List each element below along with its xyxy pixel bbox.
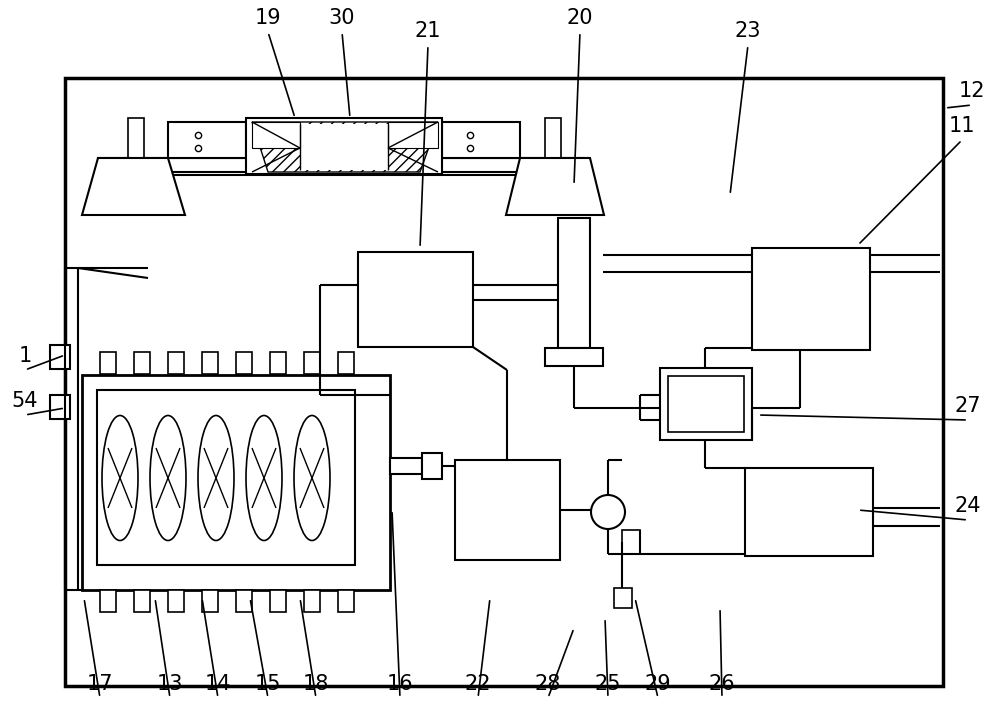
Text: 30: 30 xyxy=(329,8,355,28)
Polygon shape xyxy=(82,158,185,215)
Bar xyxy=(558,218,590,348)
Bar xyxy=(545,348,603,366)
Bar xyxy=(202,590,218,612)
Bar xyxy=(128,118,144,158)
Bar xyxy=(168,122,246,158)
Text: 21: 21 xyxy=(415,21,441,41)
Bar xyxy=(202,352,218,374)
Ellipse shape xyxy=(246,415,282,541)
Bar xyxy=(390,458,422,474)
Bar xyxy=(168,590,184,612)
Bar xyxy=(65,78,943,686)
Ellipse shape xyxy=(294,415,330,541)
Bar xyxy=(304,590,320,612)
Text: 12: 12 xyxy=(959,81,985,101)
Bar xyxy=(660,368,752,440)
Bar xyxy=(622,530,640,554)
Ellipse shape xyxy=(102,415,138,541)
Bar xyxy=(668,376,744,432)
Bar xyxy=(614,588,632,608)
Bar xyxy=(236,352,252,374)
Bar xyxy=(358,252,473,347)
Bar xyxy=(50,395,70,419)
Bar xyxy=(134,590,150,612)
Text: 25: 25 xyxy=(595,674,621,694)
Bar xyxy=(82,375,390,590)
Bar xyxy=(97,390,355,565)
Circle shape xyxy=(591,495,625,529)
Ellipse shape xyxy=(198,415,234,541)
Bar xyxy=(422,453,442,479)
Bar xyxy=(98,158,588,172)
Text: 23: 23 xyxy=(735,21,761,41)
Bar xyxy=(236,590,252,612)
Text: 13: 13 xyxy=(157,674,183,694)
Bar xyxy=(752,248,870,350)
Bar xyxy=(455,460,560,560)
Text: 20: 20 xyxy=(567,8,593,28)
Text: 16: 16 xyxy=(387,674,413,694)
Text: 17: 17 xyxy=(87,674,113,694)
Bar xyxy=(338,590,354,612)
Text: 26: 26 xyxy=(709,674,735,694)
Polygon shape xyxy=(506,158,604,215)
Ellipse shape xyxy=(150,415,186,541)
Bar xyxy=(270,590,286,612)
Bar xyxy=(442,122,520,158)
Text: 18: 18 xyxy=(303,674,329,694)
Text: 29: 29 xyxy=(645,674,671,694)
Bar xyxy=(304,352,320,374)
Text: 11: 11 xyxy=(949,116,975,136)
Text: 24: 24 xyxy=(955,496,981,516)
Text: 28: 28 xyxy=(535,674,561,694)
Polygon shape xyxy=(388,122,438,148)
Text: 14: 14 xyxy=(205,674,231,694)
Bar xyxy=(134,352,150,374)
Text: 19: 19 xyxy=(255,8,281,28)
Text: 54: 54 xyxy=(12,391,38,411)
Bar xyxy=(50,345,70,369)
Bar xyxy=(246,118,442,174)
Text: 15: 15 xyxy=(255,674,281,694)
Text: 27: 27 xyxy=(955,396,981,416)
Bar xyxy=(338,352,354,374)
Polygon shape xyxy=(252,122,438,172)
Bar xyxy=(745,468,873,556)
Bar xyxy=(300,124,388,170)
Bar xyxy=(100,352,116,374)
Bar xyxy=(168,352,184,374)
Polygon shape xyxy=(252,122,300,148)
Bar xyxy=(545,118,561,158)
Bar xyxy=(270,352,286,374)
Text: 1: 1 xyxy=(18,346,32,366)
Text: 22: 22 xyxy=(465,674,491,694)
Bar xyxy=(100,590,116,612)
